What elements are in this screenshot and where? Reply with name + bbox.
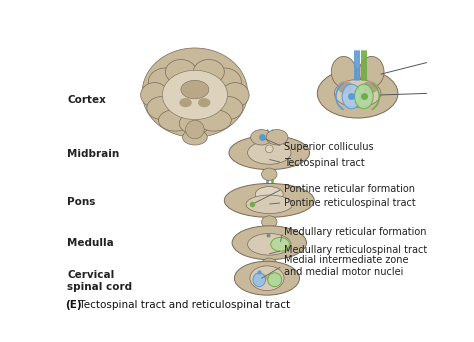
- Ellipse shape: [221, 83, 249, 107]
- Ellipse shape: [271, 237, 290, 251]
- Ellipse shape: [179, 113, 210, 134]
- Ellipse shape: [207, 68, 241, 96]
- Text: Pontine reticulospinal tract: Pontine reticulospinal tract: [284, 198, 416, 208]
- Text: Superior colliculus: Superior colliculus: [284, 142, 374, 152]
- Ellipse shape: [158, 109, 192, 131]
- Ellipse shape: [165, 60, 196, 84]
- Ellipse shape: [334, 80, 381, 107]
- Ellipse shape: [235, 261, 300, 295]
- Ellipse shape: [262, 168, 277, 181]
- Text: Pons: Pons: [67, 197, 95, 207]
- Ellipse shape: [246, 195, 292, 213]
- Ellipse shape: [197, 109, 231, 131]
- Text: (E): (E): [65, 300, 82, 310]
- Ellipse shape: [265, 145, 273, 153]
- Text: Tectospinal tract: Tectospinal tract: [284, 158, 365, 168]
- Text: Medullary reticulospinal tract: Medullary reticulospinal tract: [284, 246, 427, 255]
- Ellipse shape: [253, 273, 265, 287]
- Ellipse shape: [247, 141, 291, 164]
- Ellipse shape: [359, 56, 384, 87]
- Ellipse shape: [362, 81, 378, 93]
- Ellipse shape: [142, 48, 247, 137]
- Ellipse shape: [232, 226, 307, 260]
- Text: Medullary reticular formation: Medullary reticular formation: [284, 227, 427, 237]
- Ellipse shape: [262, 258, 277, 271]
- Ellipse shape: [331, 56, 356, 87]
- Ellipse shape: [317, 69, 398, 118]
- Text: Cervical
spinal cord: Cervical spinal cord: [67, 271, 132, 292]
- Ellipse shape: [247, 234, 291, 255]
- Ellipse shape: [148, 68, 182, 96]
- Ellipse shape: [162, 70, 228, 120]
- Text: Tectospinal tract and reticulospinal tract: Tectospinal tract and reticulospinal tra…: [76, 300, 291, 310]
- Ellipse shape: [266, 130, 288, 145]
- Ellipse shape: [141, 83, 169, 107]
- Ellipse shape: [179, 98, 192, 107]
- Ellipse shape: [268, 273, 282, 287]
- Text: Medial intermediate zone
and medial motor nuclei: Medial intermediate zone and medial moto…: [284, 255, 409, 277]
- Ellipse shape: [193, 60, 224, 84]
- Ellipse shape: [224, 184, 314, 218]
- Ellipse shape: [355, 84, 373, 109]
- Ellipse shape: [262, 216, 277, 228]
- Ellipse shape: [267, 274, 279, 283]
- Ellipse shape: [250, 266, 284, 290]
- Ellipse shape: [198, 98, 210, 107]
- Ellipse shape: [337, 81, 353, 93]
- Ellipse shape: [255, 274, 267, 283]
- Ellipse shape: [255, 187, 283, 202]
- Ellipse shape: [229, 136, 310, 170]
- Ellipse shape: [182, 130, 207, 145]
- Text: Pontine reticular formation: Pontine reticular formation: [284, 184, 415, 194]
- Text: Cortex: Cortex: [67, 95, 106, 105]
- Ellipse shape: [212, 96, 243, 120]
- Ellipse shape: [181, 80, 209, 99]
- Ellipse shape: [186, 120, 204, 139]
- Text: Midbrain: Midbrain: [67, 149, 119, 159]
- Ellipse shape: [342, 84, 361, 109]
- Ellipse shape: [251, 130, 273, 145]
- Ellipse shape: [147, 96, 178, 120]
- Text: Medulla: Medulla: [67, 238, 114, 248]
